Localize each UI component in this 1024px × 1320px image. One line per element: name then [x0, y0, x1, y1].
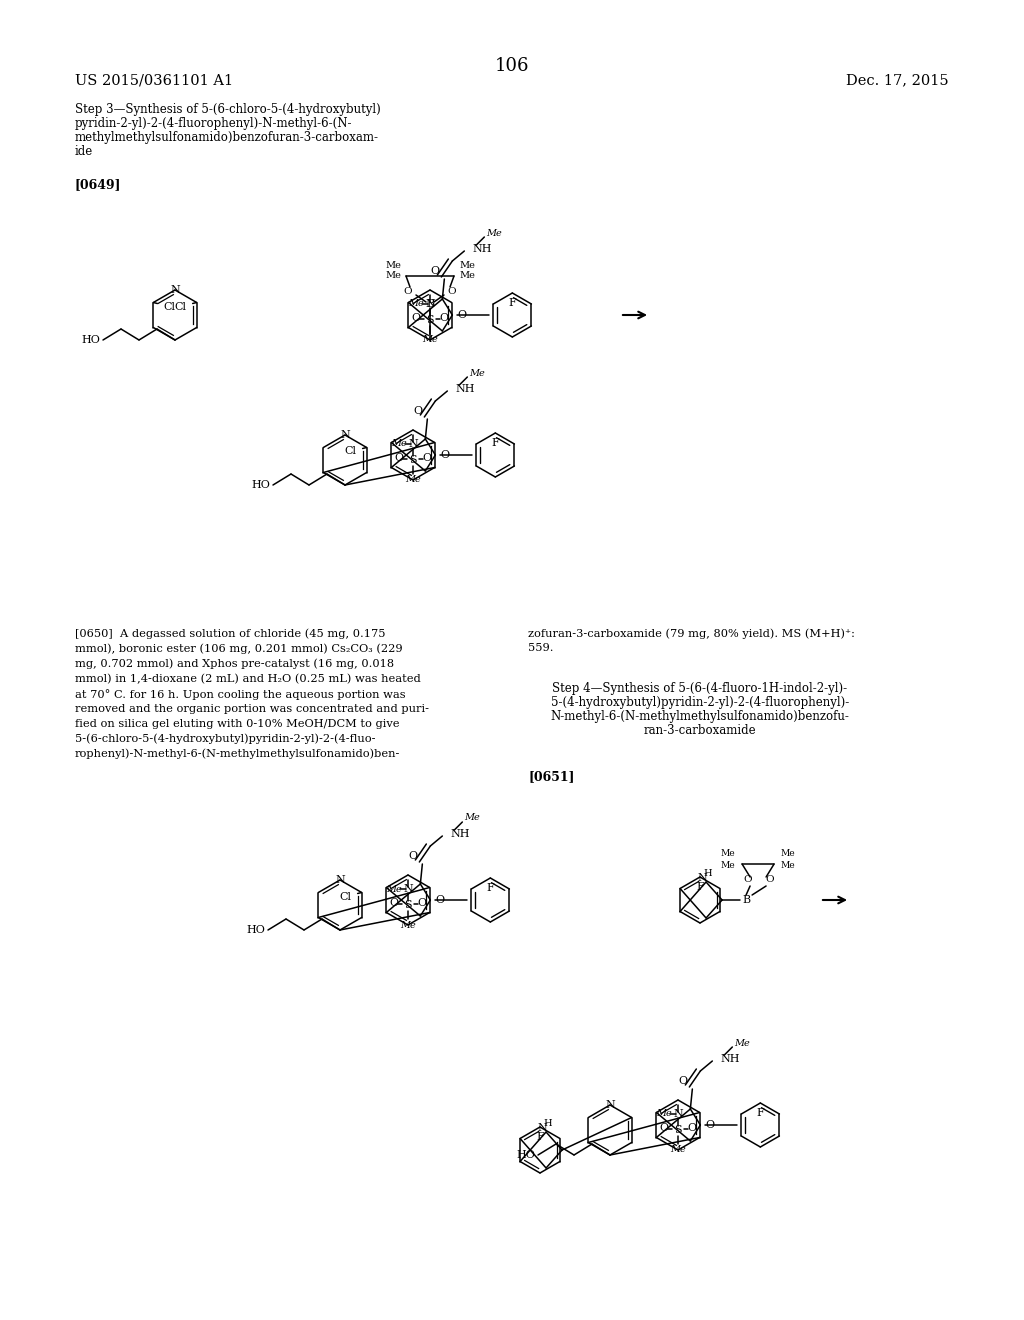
Text: Me: Me	[459, 272, 475, 281]
Text: Me: Me	[400, 920, 416, 929]
Text: Me: Me	[670, 1146, 686, 1155]
Text: Me: Me	[780, 862, 796, 870]
Text: Me: Me	[734, 1039, 751, 1048]
Text: Me: Me	[459, 260, 475, 269]
Text: Me: Me	[780, 850, 796, 858]
Text: N: N	[335, 875, 345, 884]
Text: B: B	[426, 300, 434, 309]
Text: O: O	[439, 313, 449, 323]
Text: O: O	[394, 453, 403, 463]
Text: O: O	[412, 313, 421, 323]
Text: [0651]: [0651]	[528, 770, 574, 783]
Text: S: S	[674, 1125, 682, 1135]
Text: N: N	[697, 873, 707, 883]
Text: O: O	[403, 288, 413, 297]
Text: Me: Me	[721, 850, 735, 858]
Text: Me: Me	[406, 475, 421, 484]
Text: O: O	[440, 450, 450, 459]
Text: Me: Me	[385, 272, 401, 281]
Text: N-methyl-6-(N-methylmethylsulfonamido)benzofu-: N-methyl-6-(N-methylmethylsulfonamido)be…	[551, 710, 850, 723]
Text: Cl: Cl	[164, 301, 175, 312]
Text: NH: NH	[720, 1053, 740, 1064]
Text: O: O	[766, 875, 774, 884]
Text: Cl: Cl	[345, 446, 356, 457]
Text: N: N	[403, 884, 413, 894]
Text: Step 4—Synthesis of 5-(6-(4-fluoro-1H-indol-2-yl)-: Step 4—Synthesis of 5-(6-(4-fluoro-1H-in…	[552, 682, 848, 696]
Text: O: O	[435, 895, 444, 906]
Text: O: O	[431, 267, 440, 276]
Text: Cl: Cl	[340, 891, 351, 902]
Text: Me: Me	[469, 368, 485, 378]
Text: Step 3—Synthesis of 5-(6-chloro-5-(4-hydroxybutyl): Step 3—Synthesis of 5-(6-chloro-5-(4-hyd…	[75, 103, 381, 116]
Text: ran-3-carboxamide: ran-3-carboxamide	[644, 723, 757, 737]
Text: HO: HO	[516, 1150, 536, 1160]
Text: Me: Me	[486, 228, 502, 238]
Text: NH: NH	[472, 244, 492, 253]
Text: Me: Me	[391, 440, 407, 449]
Text: Cl: Cl	[175, 301, 186, 312]
Text: F: F	[492, 438, 500, 447]
Text: Me: Me	[721, 862, 735, 870]
Text: [0649]: [0649]	[75, 178, 122, 191]
Text: US 2015/0361101 A1: US 2015/0361101 A1	[75, 73, 233, 87]
Text: H: H	[703, 869, 713, 878]
Text: F: F	[509, 298, 516, 308]
Text: B: B	[742, 895, 751, 906]
Text: O: O	[687, 1123, 696, 1133]
Text: O: O	[659, 1123, 669, 1133]
Text: zofuran-3-carboxamide (79 mg, 80% yield). MS (M+H)⁺:
559.: zofuran-3-carboxamide (79 mg, 80% yield)…	[528, 628, 855, 653]
Text: HO: HO	[247, 925, 265, 935]
Text: N: N	[673, 1109, 683, 1119]
Text: F: F	[537, 1133, 544, 1142]
Text: pyridin-2-yl)-2-(4-fluorophenyl)-N-methyl-6-(N-: pyridin-2-yl)-2-(4-fluorophenyl)-N-methy…	[75, 117, 352, 129]
Text: O: O	[706, 1119, 715, 1130]
Text: N: N	[170, 285, 180, 294]
Text: F: F	[486, 883, 495, 894]
Text: F: F	[757, 1107, 764, 1118]
Text: NH: NH	[456, 384, 475, 393]
Text: S: S	[426, 315, 434, 325]
Text: Me: Me	[656, 1110, 672, 1118]
Text: O: O	[409, 851, 418, 861]
Text: O: O	[458, 310, 467, 319]
Text: HO: HO	[82, 335, 100, 345]
Text: Dec. 17, 2015: Dec. 17, 2015	[847, 73, 949, 87]
Text: Me: Me	[386, 884, 401, 894]
Text: Me: Me	[464, 813, 480, 822]
Text: methylmethylsulfonamido)benzofuran-3-carboxam-: methylmethylsulfonamido)benzofuran-3-car…	[75, 131, 379, 144]
Text: [0650]  A degassed solution of chloride (45 mg, 0.175
mmol), boronic ester (106 : [0650] A degassed solution of chloride (…	[75, 628, 429, 759]
Text: 5-(4-hydroxybutyl)pyridin-2-yl)-2-(4-fluorophenyl)-: 5-(4-hydroxybutyl)pyridin-2-yl)-2-(4-flu…	[551, 696, 849, 709]
Text: N: N	[425, 300, 435, 309]
Text: Me: Me	[422, 335, 438, 345]
Text: O: O	[414, 407, 423, 416]
Text: O: O	[743, 875, 753, 884]
Text: O: O	[418, 898, 427, 908]
Text: O: O	[447, 288, 457, 297]
Text: S: S	[404, 900, 412, 909]
Text: N: N	[605, 1100, 614, 1110]
Text: NH: NH	[451, 829, 470, 840]
Text: N: N	[340, 430, 350, 440]
Text: N: N	[538, 1123, 547, 1133]
Text: Me: Me	[385, 260, 401, 269]
Text: N: N	[409, 440, 418, 449]
Text: O: O	[389, 898, 398, 908]
Text: H: H	[544, 1118, 552, 1127]
Text: 106: 106	[495, 57, 529, 75]
Text: S: S	[410, 455, 417, 465]
Text: F: F	[696, 882, 703, 892]
Text: HO: HO	[252, 480, 270, 490]
Text: ide: ide	[75, 145, 93, 158]
Text: Me: Me	[409, 300, 424, 309]
Text: O: O	[423, 453, 431, 463]
Text: O: O	[679, 1076, 688, 1086]
